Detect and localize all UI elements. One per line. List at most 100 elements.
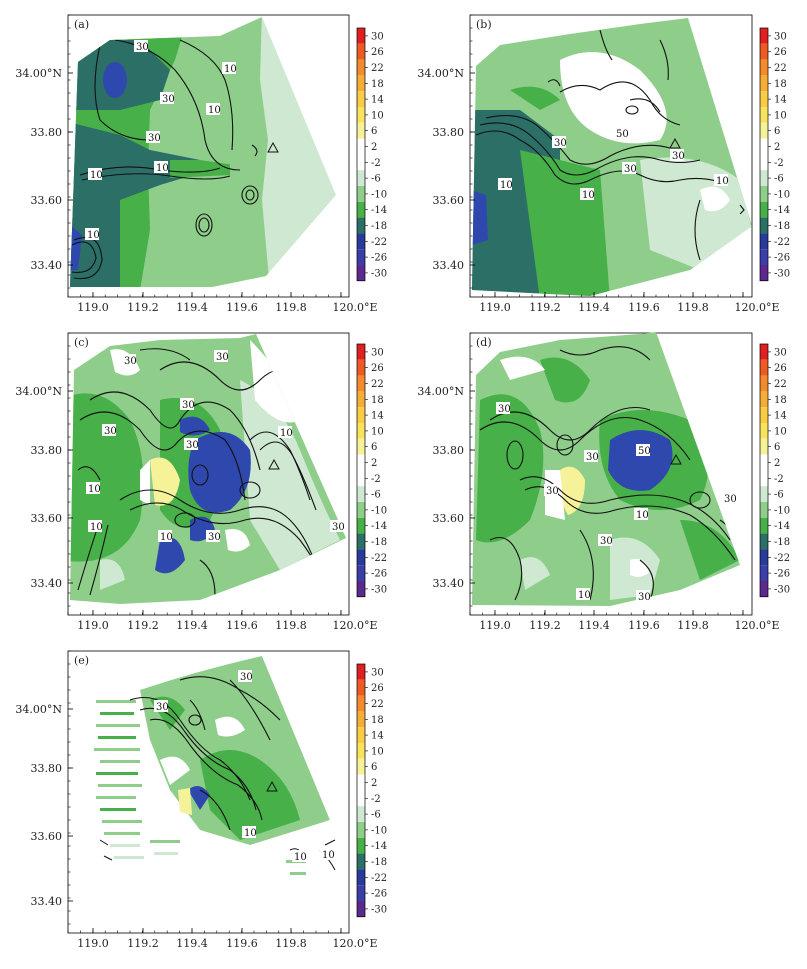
y-tick-label: 33.60 xyxy=(433,512,465,525)
x-tick-label: 119.8 xyxy=(677,301,709,314)
colorbar-label: 10 xyxy=(371,426,384,437)
colorbar-segment xyxy=(357,201,365,218)
colorbar-segment xyxy=(760,75,768,92)
colorbar-segment xyxy=(357,28,365,44)
colorbar-segment xyxy=(760,249,768,265)
colorbar-segment xyxy=(760,375,768,392)
contour-label: 30 xyxy=(216,352,229,363)
colorbar-label: 26 xyxy=(774,363,787,374)
x-tick-label: 119.0 xyxy=(77,301,109,314)
contour-label: 30 xyxy=(148,133,161,144)
contour-label: 30 xyxy=(156,702,169,713)
colorbar-segment xyxy=(357,375,365,392)
colorbar-label: 14 xyxy=(774,95,787,106)
y-tick-label: 33.60 xyxy=(31,512,63,525)
x-tick-label: 119.4 xyxy=(578,619,610,632)
x-tick-label: 119.8 xyxy=(275,619,307,632)
colorbar-segment xyxy=(760,43,768,60)
x-tick-label: 119.2 xyxy=(127,937,159,950)
colorbar-label: 22 xyxy=(774,379,787,390)
x-tick-label: 119.8 xyxy=(677,619,709,632)
y-tick-label: 33.60 xyxy=(31,830,63,843)
colorbar-segment xyxy=(760,391,768,408)
panel-a-tag: (a) xyxy=(74,18,89,31)
contour-label: 30 xyxy=(104,426,117,437)
contour-label: 30 xyxy=(240,672,253,683)
colorbar-segment xyxy=(760,154,768,171)
y-tick-label: 33.60 xyxy=(31,194,63,207)
colorbar-frame xyxy=(356,663,366,918)
panel-a-contour-labels: 30 30 10 10 30 10 10 10 xyxy=(85,40,237,241)
contour-label: 30 xyxy=(182,400,195,411)
colorbar-segment xyxy=(357,423,365,439)
x-tick-label: 119.6 xyxy=(226,937,258,950)
x-tick-label: 119.4 xyxy=(578,301,610,314)
colorbar-segment xyxy=(760,59,768,76)
colorbar-label: -18 xyxy=(371,537,387,548)
colorbar-label: -22 xyxy=(371,237,387,248)
colorbar-segment xyxy=(760,581,768,597)
y-tick-label: 33.80 xyxy=(31,762,63,775)
colorbar-label: 18 xyxy=(371,79,384,90)
y-tick-label: 34.00°N xyxy=(15,703,62,716)
colorbar-label: 6 xyxy=(371,126,377,137)
colorbar-segment xyxy=(357,806,365,822)
colorbar-label: -6 xyxy=(774,490,784,501)
y-tick-label: 33.80 xyxy=(433,126,465,139)
y-tick-label: 34.00°N xyxy=(417,385,464,398)
colorbar-segment xyxy=(357,138,365,155)
contour-label: 50 xyxy=(638,446,651,457)
colorbar-label: 6 xyxy=(774,126,780,137)
colorbar-label: -30 xyxy=(371,584,387,595)
colorbar-label: -18 xyxy=(371,857,387,868)
contour-label: 10 xyxy=(322,850,335,861)
panel-b: 50 30 30 30 10 10 10 (b) xyxy=(469,14,753,298)
y-tick-label: 33.40 xyxy=(433,577,465,590)
contour-label: 10 xyxy=(500,180,513,191)
y-tick-label: 34.00°N xyxy=(417,67,464,80)
colorbar-segment xyxy=(357,122,365,139)
contour-label: 30 xyxy=(162,94,175,105)
y-tick-label: 33.80 xyxy=(433,444,465,457)
colorbar-label: 30 xyxy=(774,347,787,358)
panel-a-station-marker xyxy=(267,141,279,153)
x-tick-label: 119.4 xyxy=(176,619,208,632)
colorbar-label: 2 xyxy=(774,142,780,153)
contour-label: 30 xyxy=(124,356,137,367)
colorbar-segment xyxy=(760,470,768,487)
colorbar-label: 10 xyxy=(371,110,384,121)
colorbar-label: 14 xyxy=(371,411,384,422)
contour-label: 10 xyxy=(582,190,595,201)
x-tick-label: 119.0 xyxy=(77,937,109,950)
colorbar-label: -10 xyxy=(774,505,790,516)
panel-c-contour-labels: 30 30 30 30 30 10 10 10 30 10 30 xyxy=(86,350,345,543)
x-tick-label: 119.2 xyxy=(529,619,561,632)
colorbar-segment xyxy=(357,774,365,791)
colorbar-segment xyxy=(357,249,365,265)
x-tick-label: 119.6 xyxy=(226,301,258,314)
colorbar-segment xyxy=(357,344,365,360)
colorbar-segment xyxy=(357,107,365,123)
colorbar-label: -14 xyxy=(371,841,387,852)
colorbar-label: -10 xyxy=(371,825,387,836)
colorbar-segment xyxy=(357,502,365,518)
y-tick-label: 33.40 xyxy=(31,577,63,590)
x-tick-label: 119.6 xyxy=(226,619,258,632)
contour-label: 10 xyxy=(244,828,257,839)
colorbar-segment xyxy=(760,423,768,439)
panel-e-tag: (e) xyxy=(74,654,89,667)
colorbar-label: -10 xyxy=(774,189,790,200)
colorbar-segment xyxy=(357,517,365,534)
colorbar-segment xyxy=(357,43,365,60)
colorbar-segment xyxy=(760,28,768,44)
colorbar-segment xyxy=(357,470,365,487)
contour-label: 30 xyxy=(600,536,613,547)
colorbar-segment xyxy=(760,344,768,360)
x-tick-label: 119.2 xyxy=(127,619,159,632)
y-tick-label: 33.40 xyxy=(31,895,63,908)
colorbar-label: -30 xyxy=(371,268,387,279)
colorbar-segment xyxy=(357,233,365,250)
colorbar-label: 26 xyxy=(371,363,384,374)
colorbar-label: -26 xyxy=(371,253,387,264)
colorbar-segment xyxy=(357,454,365,471)
